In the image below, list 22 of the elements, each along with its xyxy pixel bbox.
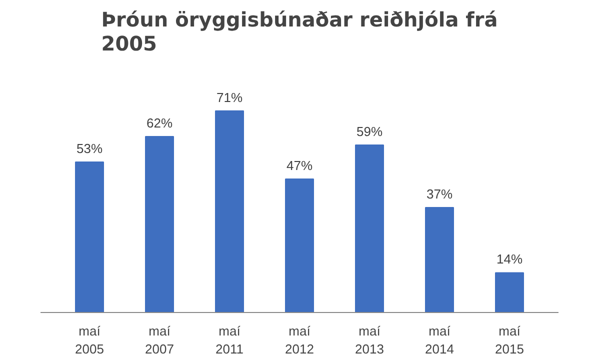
- bar: [145, 136, 174, 312]
- data-label: 53%: [76, 141, 103, 156]
- x-tick-label: maí 2005: [75, 324, 104, 356]
- data-label: 14%: [496, 252, 523, 267]
- data-label: 71%: [216, 90, 243, 105]
- data-label: 37%: [426, 186, 453, 202]
- chart-title: Þróun öryggisbúnaðar reiðhjóla frá 2005: [101, 8, 498, 56]
- bar: [285, 178, 314, 312]
- bar: [425, 206, 454, 312]
- x-tick-label: maí 2015: [495, 324, 524, 356]
- data-label: 47%: [286, 158, 313, 174]
- bar: [75, 162, 104, 312]
- x-tick-label: maí 2007: [145, 324, 174, 356]
- x-tick-label: maí 2011: [216, 324, 244, 356]
- x-tick-label: maí 2014: [425, 324, 454, 356]
- bar: [355, 144, 384, 312]
- bar: [215, 110, 244, 312]
- x-tick-label: maí 2012: [285, 324, 314, 356]
- x-tick-label: maí 2013: [355, 324, 384, 356]
- bar: [495, 272, 524, 312]
- data-label: 59%: [356, 124, 383, 139]
- data-label: 62%: [146, 115, 173, 130]
